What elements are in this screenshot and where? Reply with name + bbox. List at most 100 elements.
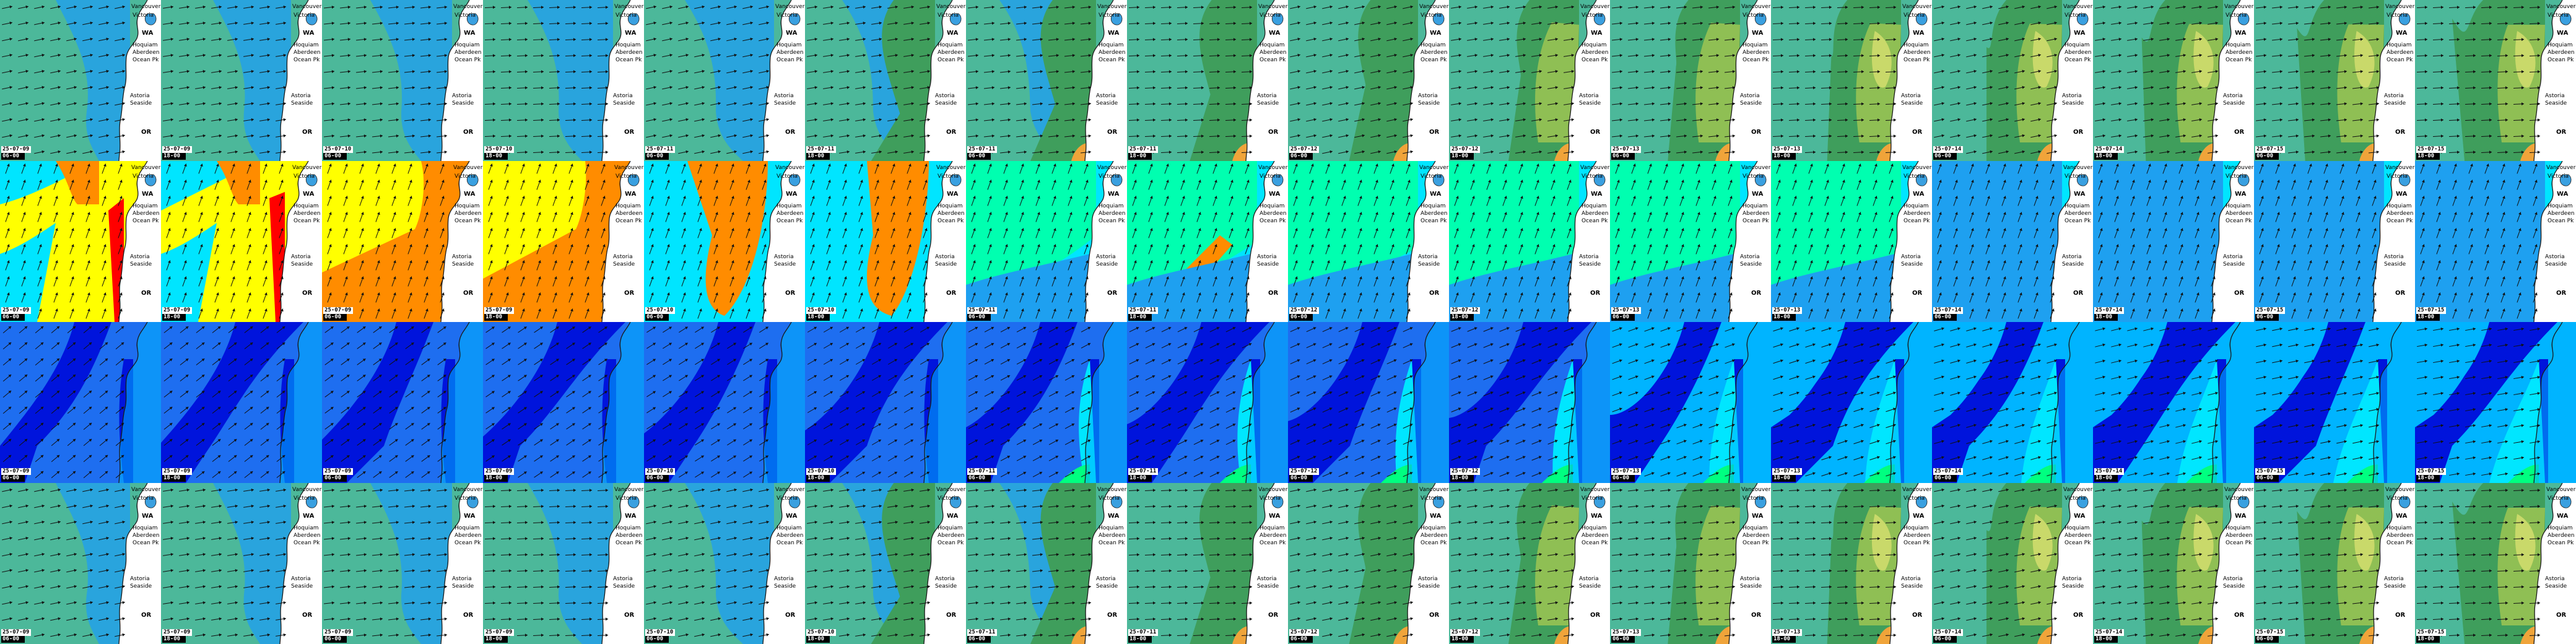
forecast-map-panel[interactable]: 25-07-14 06-00 [1932,322,2093,483]
forecast-map-panel[interactable]: WA Vancouver Victoria Hoquiam Aberdeen Ocean … [1932,0,2093,161]
forecast-map-panel[interactable]: WA Vancouver Victoria Hoquiam Aberdeen Ocean … [2415,161,2576,322]
forecast-map [1127,322,1288,483]
forecast-contour-region [871,0,935,161]
wind-arrow [1016,118,1027,122]
wind-arrow [420,102,432,106]
wind-arrow [214,212,219,222]
forecast-map-panel[interactable]: 25-07-09 06-00 [322,322,483,483]
forecast-map-panel[interactable]: WA Vancouver Victoria Hoquiam Aberdeen Ocean … [0,483,161,644]
place-label-top1: Vancouver [936,4,966,10]
wind-arrow [407,163,412,174]
wind-arrow [1643,54,1655,58]
forecast-map-panel[interactable]: 25-07-10 06-00 [644,322,805,483]
wind-arrow [1177,86,1188,90]
forecast-map-panel[interactable]: WA Vancouver Victoria Hoquiam Aberdeen Ocean … [1127,0,1288,161]
forecast-map-panel[interactable]: WA Vancouver Victoria Hoquiam Aberdeen Ocean … [1127,161,1288,322]
wind-arrow [983,54,995,58]
wind-arrow [887,69,898,73]
forecast-map-panel[interactable]: WA Vancouver Victoria Hoquiam Aberdeen Ocean … [322,483,483,644]
place-label-mid3: Ocean Pk [1582,57,1608,63]
forecast-map-panel[interactable]: WA Vancouver Victoria Hoquiam Aberdeen Ocean … [0,0,161,161]
forecast-map-panel[interactable]: WA Vancouver Victoria Hoquiam Aberdeen Ocean … [2254,0,2415,161]
wind-arrow [601,212,606,222]
wind-arrow [1515,53,1526,57]
place-label-low2: Seaside [2545,100,2567,107]
forecast-map-panel[interactable]: WA Vancouver Victoria Hoquiam Aberdeen Ocean … [2093,0,2254,161]
wind-arrow [1451,53,1461,57]
forecast-map-panel[interactable]: WA Vancouver Victoria Hoquiam Aberdeen Ocean … [1932,161,2093,322]
forecast-map-panel[interactable]: WA Vancouver Victoria Hoquiam Aberdeen Ocean … [483,0,644,161]
forecast-map-panel[interactable]: 25-07-12 18-00 [1449,322,1610,483]
wind-arrow [1032,54,1043,58]
wind-arrow [807,102,817,105]
forecast-map-panel[interactable]: 25-07-15 18-00 [2415,322,2576,483]
forecast-map-panel[interactable]: 25-07-11 06-00 [966,322,1127,483]
place-label-low1: Astoria [130,576,150,582]
forecast-map-panel[interactable]: 25-07-09 06-00 [0,322,161,483]
wind-arrow [372,118,383,122]
wind-arrow [37,292,42,303]
forecast-map-panel[interactable]: WA Vancouver Victoria Hoquiam Aberdeen Ocean … [644,161,805,322]
forecast-map-panel[interactable]: WA Vancouver Victoria Hoquiam Aberdeen Ocean … [483,161,644,322]
place-label-top2: Victoria [1099,173,1120,180]
place-label-top2: Victoria [1743,173,1764,180]
forecast-date: 25-07-14 [2094,468,2124,475]
forecast-map-panel[interactable]: 25-07-09 18-00 [161,322,322,483]
wind-arrow [2320,70,2331,74]
forecast-map-panel[interactable]: WA Vancouver Victoria Hoquiam Aberdeen Ocean … [161,0,322,161]
forecast-date: 25-07-11 [645,146,675,153]
forecast-map-panel[interactable]: 25-07-10 18-00 [805,322,966,483]
forecast-map-panel[interactable]: WA Vancouver Victoria Hoquiam Aberdeen Ocean … [483,483,644,644]
forecast-map-panel[interactable]: 25-07-13 18-00 [1771,322,1932,483]
wind-arrow [1354,21,1365,25]
timestamp-label: 25-07-15 18-00 [2416,307,2446,321]
forecast-map-panel[interactable]: WA Vancouver Victoria Hoquiam Aberdeen Ocean … [1610,161,1771,322]
wind-arrow [2432,86,2444,90]
forecast-map-panel[interactable]: WA Vancouver Victoria Hoquiam Aberdeen Ocean … [161,483,322,644]
wind-arrow [53,260,58,271]
forecast-map-panel[interactable]: WA Vancouver Victoria Hoquiam Aberdeen Ocean … [805,161,966,322]
forecast-map-panel[interactable]: WA Vancouver Victoria Hoquiam Aberdeen Ocean … [1771,0,1932,161]
forecast-time: 06-00 [1,314,25,321]
wind-arrow [276,85,286,89]
forecast-map-panel[interactable]: WA Vancouver Victoria Hoquiam Aberdeen Ocean … [2254,161,2415,322]
wind-arrow [1837,86,1848,90]
forecast-map-panel[interactable]: WA Vancouver Victoria Hoquiam Aberdeen Ocean … [1449,0,1610,161]
wind-arrow [887,5,898,9]
place-label-low1: Astoria [452,93,472,99]
forecast-map-panel[interactable]: 25-07-09 18-00 [483,322,644,483]
forecast-map-panel[interactable]: WA Vancouver Victoria Hoquiam Aberdeen Ocean … [1288,0,1449,161]
wind-arrow [2481,118,2492,122]
wind-arrow [227,85,238,89]
forecast-map-panel[interactable]: WA Vancouver Victoria Hoquiam Aberdeen Ocean … [161,161,322,322]
forecast-map-panel[interactable]: WA Vancouver Victoria Hoquiam Aberdeen Ocean … [805,0,966,161]
wind-arrow [195,21,206,25]
forecast-map-panel[interactable]: WA Vancouver Victoria Hoquiam Aberdeen Ocean … [322,0,483,161]
forecast-map-panel[interactable]: WA Vancouver Victoria Hoquiam Aberdeen Ocean … [1288,161,1449,322]
wind-arrow [1788,54,1800,58]
forecast-map-panel[interactable]: WA Vancouver Victoria Hoquiam Aberdeen Ocean … [966,161,1127,322]
forecast-map-panel[interactable]: WA Vancouver Victoria Hoquiam Aberdeen Ocean … [1610,0,1771,161]
forecast-map-panel[interactable]: 25-07-12 06-00 [1288,322,1449,483]
wind-arrow [2287,86,2299,90]
forecast-map-panel[interactable]: WA Vancouver Victoria Hoquiam Aberdeen Ocean … [1771,161,1932,322]
forecast-map-panel[interactable]: 25-07-13 06-00 [1610,322,1771,483]
forecast-map-panel[interactable]: WA Vancouver Victoria Hoquiam Aberdeen Ocean … [644,0,805,161]
forecast-date: 25-07-09 [323,307,353,314]
forecast-map-panel[interactable]: WA Vancouver Victoria Hoquiam Aberdeen Ocean … [1449,161,1610,322]
wind-arrow [2465,86,2476,90]
forecast-map-panel[interactable]: WA Vancouver Victoria Hoquiam Aberdeen Ocean … [2093,161,2254,322]
forecast-map-panel[interactable]: 25-07-15 06-00 [2254,322,2415,483]
wind-arrow [163,37,173,41]
wind-arrow [967,102,979,106]
place-label-mid1: Hoquiam [2226,42,2251,48]
forecast-map-panel[interactable]: WA Vancouver Victoria Hoquiam Aberdeen Ocean … [966,0,1127,161]
forecast-map-panel[interactable]: WA Vancouver Victoria Hoquiam Aberdeen Ocean … [0,161,161,322]
wind-arrow [694,21,705,25]
place-label-low3: OR [1590,290,1601,297]
wind-arrow [230,163,235,174]
forecast-map-panel[interactable]: WA Vancouver Victoria Hoquiam Aberdeen Ocean … [322,161,483,322]
forecast-map-panel[interactable]: WA Vancouver Victoria Hoquiam Aberdeen Ocean … [2415,0,2576,161]
forecast-map-panel[interactable]: 25-07-14 18-00 [2093,322,2254,483]
forecast-map-panel[interactable]: 25-07-11 18-00 [1127,322,1288,483]
